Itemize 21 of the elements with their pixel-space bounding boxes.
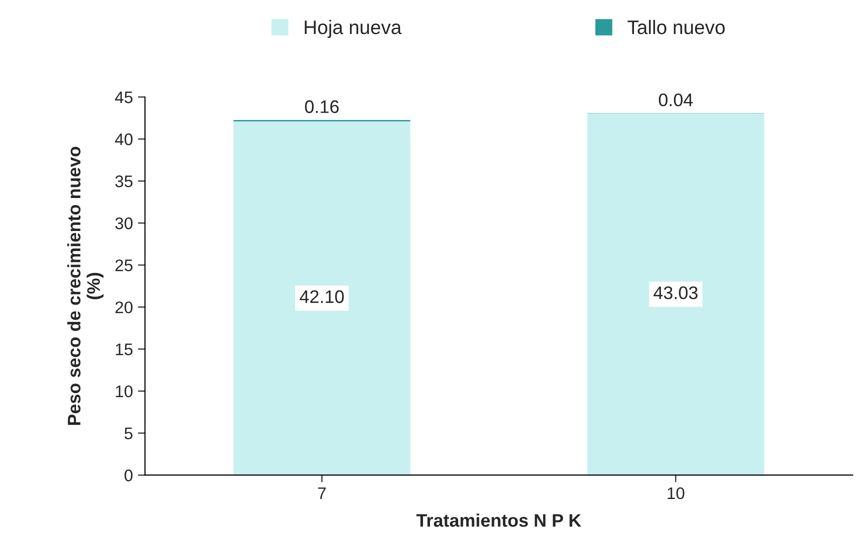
y-tick-label: 40 xyxy=(115,133,133,146)
data-label: 42.10 xyxy=(300,290,344,304)
y-tick-label: 15 xyxy=(116,344,132,356)
y-axis-title: Peso seco de crecimiento nuevo (%) xyxy=(67,146,104,425)
data-label: 0.16 xyxy=(305,100,339,114)
data-label: 43.03 xyxy=(654,286,698,300)
y-tick-label: 30 xyxy=(115,217,133,230)
bar xyxy=(233,121,410,476)
data-label: 0.04 xyxy=(658,94,693,106)
legend-label: Tallo nuevo xyxy=(628,20,725,34)
bar xyxy=(587,114,764,476)
y-tick-label: 35 xyxy=(115,175,132,188)
y-tick-label: 45 xyxy=(115,92,132,104)
y-tick-label: 10 xyxy=(116,385,133,398)
y-tick-label: 20 xyxy=(115,301,133,314)
x-tick-label: 7 xyxy=(318,488,326,499)
legend-label: Hoja nueva xyxy=(304,20,402,38)
x-axis-title: Tratamientos N P K xyxy=(416,514,582,527)
y-tick-label: 5 xyxy=(124,428,132,440)
y-tick-label: 0 xyxy=(124,470,133,482)
y-tick-label: 25 xyxy=(115,259,132,272)
